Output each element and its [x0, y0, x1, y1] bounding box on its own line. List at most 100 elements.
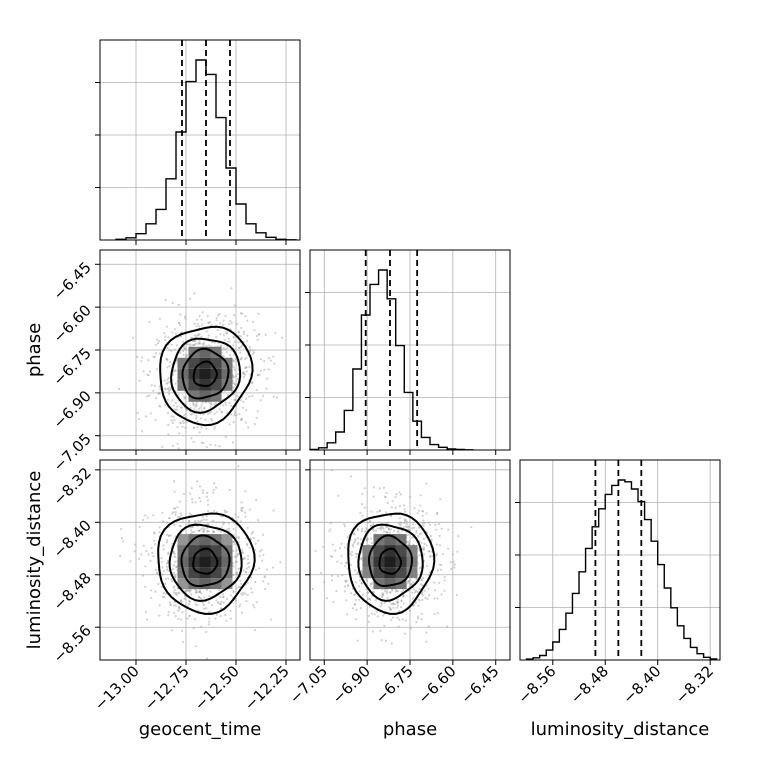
- sample-point: [262, 394, 265, 397]
- sample-point: [222, 601, 225, 604]
- sample-point: [396, 590, 399, 593]
- sample-point: [329, 554, 332, 558]
- sample-point: [216, 328, 219, 332]
- contour-geocent_time-luminosity_distance-2: [168, 523, 243, 603]
- sample-point: [426, 565, 429, 568]
- sample-point: [198, 529, 201, 532]
- sample-point: [225, 619, 228, 622]
- x-tick-label-luminosity_distance: −8.40: [619, 662, 664, 707]
- density-cell: [210, 556, 222, 568]
- sample-point: [242, 569, 245, 572]
- sample-point: [213, 412, 216, 415]
- sample-point: [417, 598, 420, 601]
- sample-point: [176, 344, 179, 347]
- sample-point: [346, 536, 349, 539]
- sample-point: [222, 523, 225, 526]
- sample-point: [202, 529, 205, 532]
- sample-point: [184, 412, 187, 415]
- sample-point: [191, 336, 194, 339]
- density-cell: [199, 368, 211, 380]
- sample-point: [224, 435, 227, 438]
- sample-point: [353, 533, 356, 536]
- sample-point: [225, 597, 229, 601]
- sample-point: [226, 528, 229, 531]
- sample-point: [233, 368, 236, 371]
- sample-point: [225, 331, 228, 335]
- sample-point: [396, 530, 399, 533]
- sample-point: [161, 573, 164, 576]
- sample-point: [228, 423, 231, 426]
- sample-point: [165, 357, 168, 360]
- sample-point: [395, 590, 398, 593]
- sample-point: [162, 544, 165, 547]
- sample-point: [436, 612, 440, 615]
- density-cell: [210, 567, 222, 579]
- sample-point: [394, 506, 397, 509]
- sample-point: [163, 403, 167, 406]
- sample-point: [213, 427, 216, 430]
- sample-point: [214, 617, 217, 620]
- x-tick-label-phase: −6.90: [329, 662, 374, 707]
- sample-point: [158, 531, 161, 534]
- sample-point: [184, 396, 187, 399]
- sample-point: [202, 530, 205, 533]
- sample-point: [370, 524, 373, 527]
- sample-point: [179, 351, 182, 354]
- sample-point: [397, 601, 400, 604]
- sample-point: [229, 594, 232, 597]
- sample-point: [415, 577, 418, 580]
- sample-point: [403, 510, 407, 513]
- sample-point: [245, 567, 249, 570]
- sample-point: [375, 610, 378, 613]
- sample-point: [121, 540, 125, 543]
- sample-point: [234, 358, 238, 361]
- density-cell: [373, 578, 385, 590]
- sample-point: [152, 389, 155, 392]
- sample-point: [252, 536, 255, 540]
- sample-point: [434, 589, 437, 592]
- density-cell: [395, 534, 407, 546]
- sample-point: [233, 340, 236, 343]
- sample-point: [222, 595, 225, 599]
- sample-point: [220, 410, 223, 413]
- sample-point: [194, 603, 197, 606]
- sample-point: [392, 602, 395, 605]
- sample-point: [252, 349, 255, 352]
- sample-point: [245, 366, 248, 369]
- sample-point: [398, 504, 401, 508]
- density-cell: [199, 346, 211, 358]
- sample-point: [352, 593, 356, 597]
- y-axis-label-luminosity-distance: luminosity_distance: [24, 471, 45, 650]
- sample-point: [457, 535, 460, 538]
- sample-point: [239, 603, 242, 606]
- sample-point: [244, 421, 247, 424]
- x-tick-label-phase: −6.75: [372, 662, 417, 707]
- sample-point: [208, 617, 211, 620]
- sample-point: [174, 615, 177, 618]
- sample-point: [248, 365, 251, 368]
- density-cell: [177, 379, 189, 391]
- sample-point: [150, 384, 153, 387]
- sample-point: [178, 606, 181, 609]
- sample-point: [195, 325, 198, 328]
- sample-point: [179, 422, 182, 425]
- sample-point: [369, 537, 373, 540]
- sample-point: [233, 304, 236, 307]
- sample-point: [207, 503, 210, 506]
- sample-point: [162, 548, 165, 551]
- sample-point: [158, 391, 161, 394]
- sample-point: [237, 341, 240, 344]
- sample-point: [140, 360, 143, 363]
- sample-point: [208, 344, 211, 347]
- sample-point: [178, 500, 181, 503]
- sample-point: [172, 550, 175, 553]
- sample-point: [198, 341, 201, 344]
- sample-point: [138, 525, 141, 528]
- sample-point: [147, 553, 150, 556]
- sample-point: [190, 487, 193, 490]
- sample-point: [172, 404, 175, 407]
- sample-point: [407, 528, 410, 531]
- sample-point: [363, 506, 366, 509]
- sample-point: [202, 343, 206, 346]
- sample-point: [407, 540, 410, 544]
